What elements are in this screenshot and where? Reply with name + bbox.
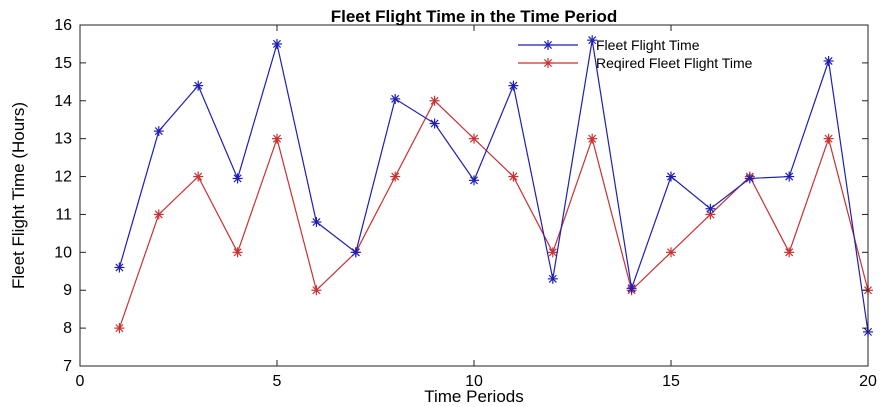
data-point xyxy=(272,133,282,144)
data-point xyxy=(705,209,716,220)
data-point xyxy=(311,217,322,228)
x-axis-label: Time Periods xyxy=(424,387,524,406)
data-point xyxy=(311,285,322,296)
y-tick-label: 10 xyxy=(54,244,72,261)
legend-marker xyxy=(543,40,553,50)
legend: Fleet Flight Time Reqired Fleet Flight Ti… xyxy=(518,37,753,71)
x-tick-label: 20 xyxy=(859,373,877,390)
y-tick-label: 16 xyxy=(54,17,72,34)
data-point xyxy=(626,283,637,294)
data-point xyxy=(429,95,440,106)
x-tick-label: 15 xyxy=(662,373,680,390)
legend-marker xyxy=(543,58,553,68)
data-point xyxy=(153,126,164,137)
data-point xyxy=(587,35,598,46)
data-point xyxy=(666,247,676,258)
y-tick-label: 8 xyxy=(63,320,72,337)
data-point xyxy=(784,171,795,182)
plot-area xyxy=(80,25,868,366)
data-point xyxy=(193,80,204,91)
data-point xyxy=(508,171,519,182)
chart-title: Fleet Flight Time in the Time Period xyxy=(331,7,618,26)
data-point xyxy=(232,173,243,184)
legend-label: Fleet Flight Time xyxy=(596,37,700,53)
series-line xyxy=(118,40,869,332)
y-tick-label: 13 xyxy=(54,131,72,148)
y-axis-label: Fleet Flight Time (Hours) xyxy=(9,102,28,289)
data-point xyxy=(744,173,755,184)
data-point xyxy=(705,203,716,214)
legend-item: Fleet Flight Time xyxy=(518,37,700,53)
y-tick-label: 12 xyxy=(54,169,72,186)
y-tick-label: 15 xyxy=(54,55,72,72)
data-point xyxy=(666,171,676,182)
series-layer xyxy=(114,35,873,337)
data-point xyxy=(390,171,401,182)
data-point xyxy=(350,247,361,258)
data-point xyxy=(272,38,282,49)
data-point xyxy=(784,247,795,258)
data-point xyxy=(469,175,479,186)
data-point xyxy=(390,93,401,104)
data-point xyxy=(114,262,125,273)
legend-item: Reqired Fleet Flight Time xyxy=(518,55,753,71)
data-point xyxy=(232,247,243,258)
ticks-layer: 0 5 10 15 20 7 8 9 10 11 12 13 14 15 16 xyxy=(54,17,877,390)
x-tick-label: 5 xyxy=(273,373,282,390)
x-tick-label: 0 xyxy=(76,373,85,390)
x-tick-label: 10 xyxy=(465,373,483,390)
series-fleet-flight-time xyxy=(114,35,873,337)
y-tick-label: 14 xyxy=(54,93,72,110)
data-point xyxy=(587,133,598,144)
data-point xyxy=(469,133,479,144)
data-point xyxy=(153,209,164,220)
data-point xyxy=(547,273,558,284)
data-point xyxy=(547,247,558,258)
data-point xyxy=(114,323,125,334)
y-tick-label: 9 xyxy=(63,282,72,299)
data-point xyxy=(429,118,440,129)
y-tick-label: 11 xyxy=(55,206,72,223)
data-point xyxy=(823,133,834,144)
data-point xyxy=(508,80,519,91)
data-point xyxy=(823,55,834,66)
legend-label: Reqired Fleet Flight Time xyxy=(596,55,753,71)
data-point xyxy=(193,171,204,182)
y-tick-label: 7 xyxy=(63,358,72,375)
